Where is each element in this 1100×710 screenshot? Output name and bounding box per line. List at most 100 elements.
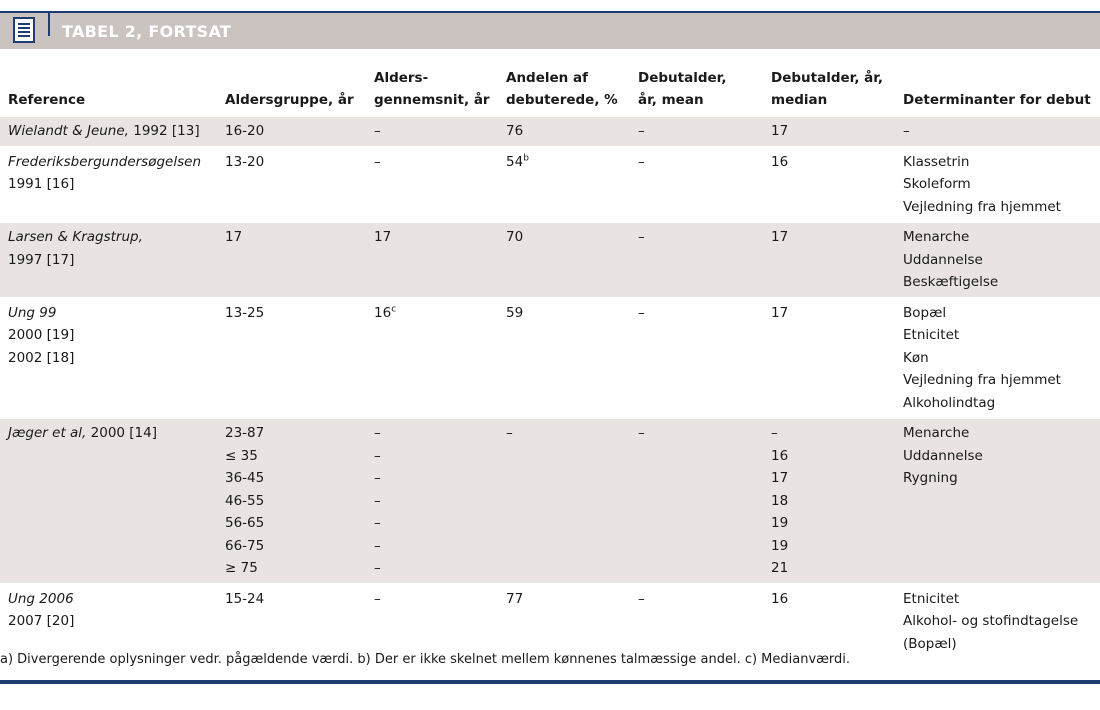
reference-line: Wielandt & Jeune, 1992 [13] [8, 120, 217, 143]
table-header-row: Reference Aldersgruppe, år Alders-gennemsn… [0, 58, 1100, 117]
avg-age-value: – [374, 123, 381, 139]
reference-line: 1997 [17] [8, 249, 217, 272]
reference-italic: Larsen & Kragstrup, [8, 229, 143, 245]
avg-age-value: – [374, 470, 381, 486]
table-row: Jæger et al, 2000 [14] 23-87 ≤ 35 36-45 46-5… [0, 417, 1100, 584]
reference-line: 2000 [19] [8, 324, 217, 347]
table-footnote: a) Divergerende oplysninger vedr. pågæld… [0, 652, 851, 667]
avg-age-value: – [374, 447, 381, 464]
determinants-value: Uddannelse [903, 447, 983, 464]
column-header-label: Reference [8, 92, 86, 108]
age-group-cell: 17 [217, 221, 366, 298]
column-header: Alders-gennemsnit, år [366, 58, 498, 117]
column-header-label: Debutalder, år, [771, 70, 884, 86]
determinants-value: Menarche [903, 425, 970, 441]
reference-text: 2007 [20] [8, 613, 75, 629]
avg-age-cell: 17 [366, 221, 498, 298]
reference-italic: Jæger et al, [8, 425, 87, 441]
avg-age-value: – [374, 560, 381, 576]
age-group-value: 13-25 [225, 304, 265, 321]
share-cell: 77 [498, 582, 630, 658]
share-value: 59 [506, 304, 524, 321]
share-cell: 76 [498, 117, 630, 147]
reference-italic: Frederiksbergundersøgelsen [8, 153, 201, 170]
reference-line: Frederiksbergundersøgelsen [8, 151, 217, 174]
column-header-label: år, mean [638, 92, 704, 108]
header-separator [48, 13, 50, 36]
mean-cell: – [630, 221, 763, 298]
share-value: 76 [506, 123, 524, 139]
age-group-value: 23-87 [225, 425, 265, 441]
determinants-value: Skoleform [903, 176, 971, 192]
determinants-value: Rygning [903, 470, 958, 486]
share-cell: 70 [498, 221, 630, 298]
age-group-cell: 13-20 [217, 145, 366, 222]
column-header-label: Aldersgruppe, år [225, 92, 354, 108]
age-group-cell: 16-20 [217, 117, 366, 147]
determinants-value: Alkoholindtag [903, 394, 996, 411]
reference-text: 2000 [14] [86, 425, 157, 441]
column-header: Andelen af debuterede, % [498, 58, 630, 117]
reference-cell: Ung 2006 2007 [20] [0, 582, 217, 658]
column-header-label: Debutalder, [638, 70, 727, 86]
share-value: 77 [506, 590, 524, 607]
reference-italic: Wielandt & Jeune, [8, 123, 129, 139]
reference-line: Ung 2006 [8, 588, 217, 611]
column-header-label: median [771, 92, 828, 108]
column-header-label: gennemsnit, år [374, 92, 490, 108]
reference-cell: Ung 99 2000 [19] 2002 [18] [0, 296, 217, 418]
median-value: – [771, 425, 778, 441]
share-value: – [506, 425, 513, 441]
mean-value: – [638, 304, 645, 321]
reference-line: 1991 [16] [8, 173, 217, 196]
mean-cell: – [630, 417, 763, 584]
avg-age-value: – [374, 425, 381, 441]
column-header: Aldersgruppe, år [217, 58, 366, 117]
median-cell: 16 [763, 145, 895, 222]
reference-cell: Jæger et al, 2000 [14] [0, 417, 217, 584]
median-value: 17 [771, 123, 789, 139]
reference-italic: Ung 2006 [8, 590, 74, 607]
mean-cell: – [630, 582, 763, 658]
table-title: TABEL 2, FORTSAT [62, 22, 232, 41]
median-cell: 17 [763, 221, 895, 298]
age-group-value: 56-65 [225, 515, 265, 531]
determinants-cell: Bopæl Etnicitet Køn Vejledning fra hjemmet A… [895, 296, 1100, 418]
column-header-label: Alders- [374, 70, 429, 86]
table-row: Wielandt & Jeune, 1992 [13] 16-20 – 76 – 17 – [0, 117, 1100, 147]
column-header-label: Andelen af [506, 70, 588, 86]
column-header: Determinanter for debut [895, 58, 1100, 117]
median-value: 17 [771, 229, 789, 245]
mean-value: – [638, 425, 645, 441]
determinants-cell: Klassetrin Skoleform Vejledning fra hjemme… [895, 145, 1100, 222]
share-value: 70 [506, 229, 524, 245]
reference-text: 1991 [16] [8, 176, 75, 192]
avg-age-value: 17 [374, 229, 392, 245]
mean-value: – [638, 153, 645, 170]
avg-age-cell: – [366, 117, 498, 147]
age-group-value: 36-45 [225, 470, 265, 486]
mean-value: – [638, 123, 645, 139]
share-cell: 54b [498, 145, 630, 222]
mean-value: – [638, 590, 645, 607]
determinants-value: Klassetrin [903, 153, 970, 170]
age-group-cell: 13-25 [217, 296, 366, 418]
age-group-value: 17 [225, 229, 243, 245]
median-value: 16 [771, 153, 789, 170]
avg-age-value: – [374, 492, 381, 509]
determinants-value: – [903, 123, 910, 139]
top-rule [0, 11, 1100, 13]
avg-age-cell: – – – – – – – [366, 417, 498, 584]
avg-age-cell: – [366, 145, 498, 222]
mean-cell: – [630, 296, 763, 418]
reference-line: Jæger et al, 2000 [14] [8, 422, 217, 445]
determinants-value: Etnicitet [903, 327, 960, 343]
determinants-value: Beskæftigelse [903, 274, 999, 290]
avg-age-value: – [374, 153, 381, 170]
median-value: 21 [771, 560, 789, 576]
median-cell: 17 [763, 296, 895, 418]
avg-age-cell: 16c [366, 296, 498, 418]
share-cell: – [498, 417, 630, 584]
footnote-marker: c [391, 304, 397, 314]
